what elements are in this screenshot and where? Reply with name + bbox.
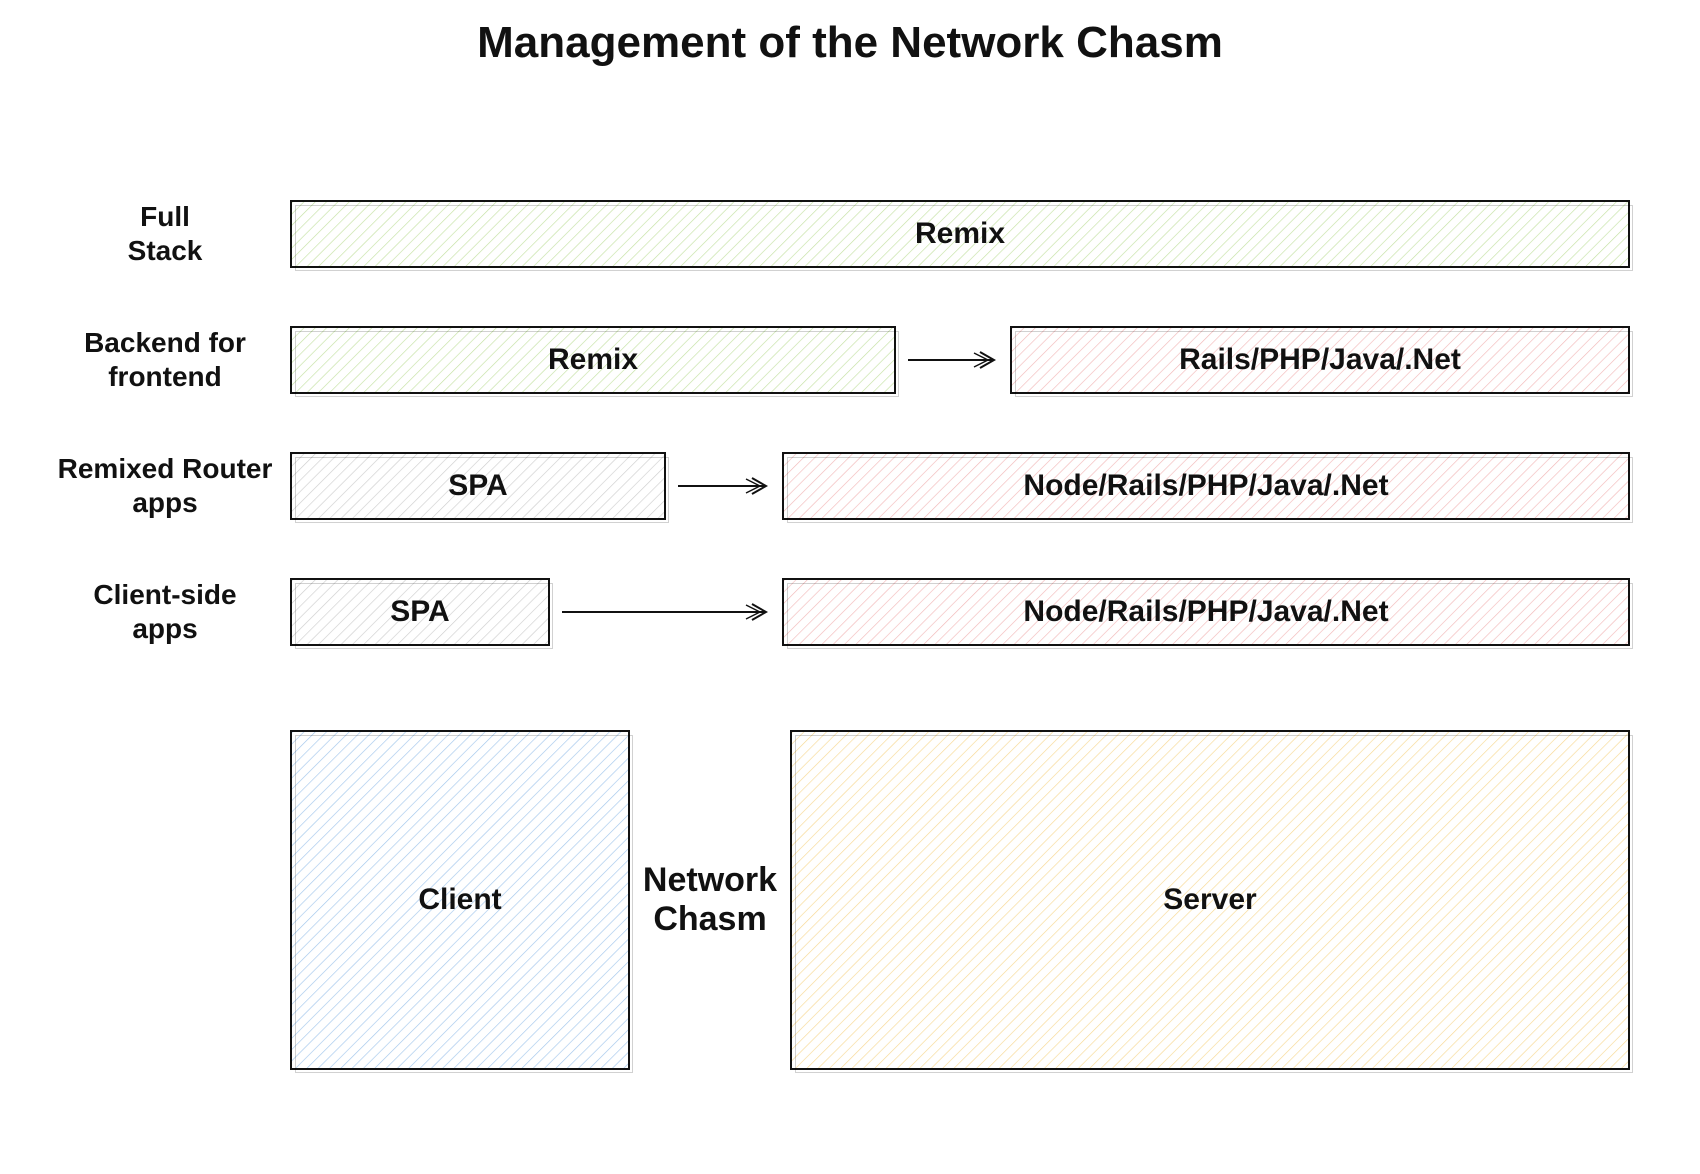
box-label: Remix bbox=[907, 217, 1013, 251]
box-backend-cs: Node/Rails/PHP/Java/.Net bbox=[782, 578, 1630, 646]
arrow-icon bbox=[908, 348, 996, 372]
row-label-fullstack: FullStack bbox=[50, 200, 280, 267]
client-box: Client bbox=[290, 730, 630, 1070]
box-label: Node/Rails/PHP/Java/.Net bbox=[1015, 595, 1396, 629]
box-label: Node/Rails/PHP/Java/.Net bbox=[1015, 469, 1396, 503]
row-label-bff: Backend forfrontend bbox=[50, 326, 280, 393]
box-label: SPA bbox=[440, 469, 515, 503]
box-label: Client bbox=[410, 883, 509, 917]
box-spa-rr: SPA bbox=[290, 452, 666, 520]
box-label: Server bbox=[1155, 883, 1264, 917]
server-box: Server bbox=[790, 730, 1630, 1070]
diagram-title: Management of the Network Chasm bbox=[0, 18, 1700, 68]
box-backend-bff: Rails/PHP/Java/.Net bbox=[1010, 326, 1630, 394]
box-label: Rails/PHP/Java/.Net bbox=[1171, 343, 1469, 377]
box-backend-rr: Node/Rails/PHP/Java/.Net bbox=[782, 452, 1630, 520]
box-label: SPA bbox=[382, 595, 457, 629]
box-remix-full: Remix bbox=[290, 200, 1630, 268]
box-spa-cs: SPA bbox=[290, 578, 550, 646]
arrow-icon bbox=[562, 600, 768, 624]
row-label-client-side: Client-sideapps bbox=[50, 578, 280, 645]
row-label-remixed-router: Remixed Routerapps bbox=[50, 452, 280, 519]
network-chasm-label: NetworkChasm bbox=[640, 861, 780, 939]
diagram-canvas: Management of the Network Chasm FullStac… bbox=[0, 0, 1700, 1174]
box-label: Remix bbox=[540, 343, 646, 377]
box-remix-bff: Remix bbox=[290, 326, 896, 394]
arrow-icon bbox=[678, 474, 768, 498]
